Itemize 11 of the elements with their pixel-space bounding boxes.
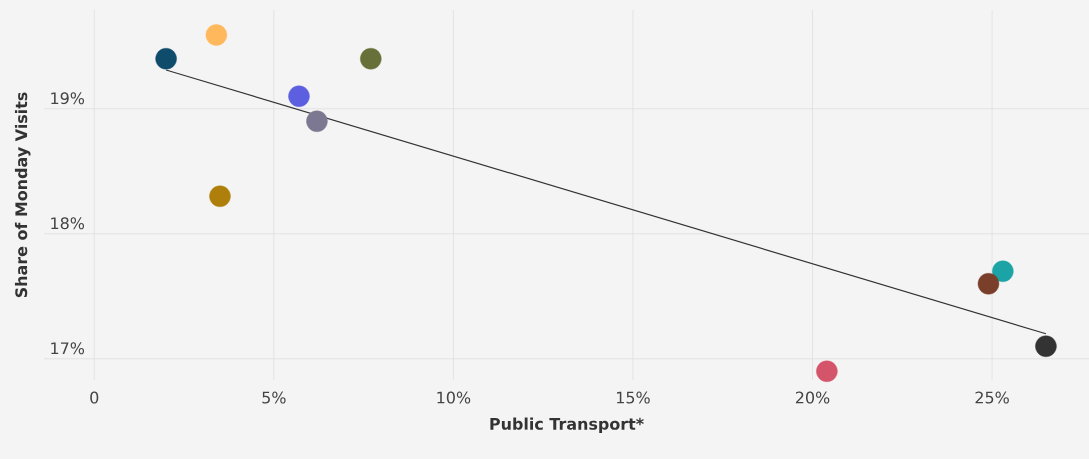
x-tick-label: 0 — [90, 391, 99, 404]
y-tick-label: 19% — [51, 92, 85, 105]
x-axis-title: Public Transport* — [490, 417, 644, 433]
y-tick-label: 17% — [51, 342, 85, 355]
x-tick-label: 5% — [262, 391, 286, 404]
y-tick-label: 18% — [51, 217, 85, 230]
x-tick-label: 20% — [795, 391, 830, 404]
x-tick-label: 15% — [616, 391, 650, 404]
y-axis-title: Share of Monday Visits — [14, 92, 31, 298]
x-tick-label: 25% — [975, 391, 1009, 404]
x-tick-label: 10% — [437, 391, 471, 404]
